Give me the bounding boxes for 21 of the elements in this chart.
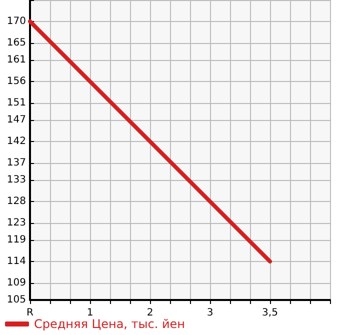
- y-tick-label: 119: [6, 234, 26, 246]
- y-tick-label: 133: [6, 174, 26, 186]
- y-tick-label: 137: [6, 157, 26, 168]
- x-tick-label: R: [26, 308, 34, 318]
- y-tick-label: 142: [6, 136, 26, 147]
- y-tick-label: 128: [6, 196, 26, 207]
- x-tick-label: 2: [146, 308, 154, 318]
- y-tick-label: 156: [6, 76, 26, 87]
- y-tick-label: 151: [6, 97, 26, 108]
- y-tick-label: 105: [6, 294, 26, 306]
- y-tick-label: 123: [6, 217, 26, 228]
- y-tick-label: 109: [6, 277, 26, 288]
- y-tick-label: 170: [6, 16, 26, 27]
- legend-label: Средняя Цена, тыс. йен: [34, 317, 186, 331]
- y-tick-label: 114: [6, 256, 26, 267]
- x-tick-label: 1: [86, 308, 94, 318]
- y-tick-label: 147: [6, 114, 26, 126]
- x-tick-label: 3,5: [262, 308, 278, 318]
- x-tick-label: 3: [206, 308, 214, 318]
- y-tick-label: 165: [6, 37, 26, 48]
- y-tick-label: 161: [6, 54, 26, 66]
